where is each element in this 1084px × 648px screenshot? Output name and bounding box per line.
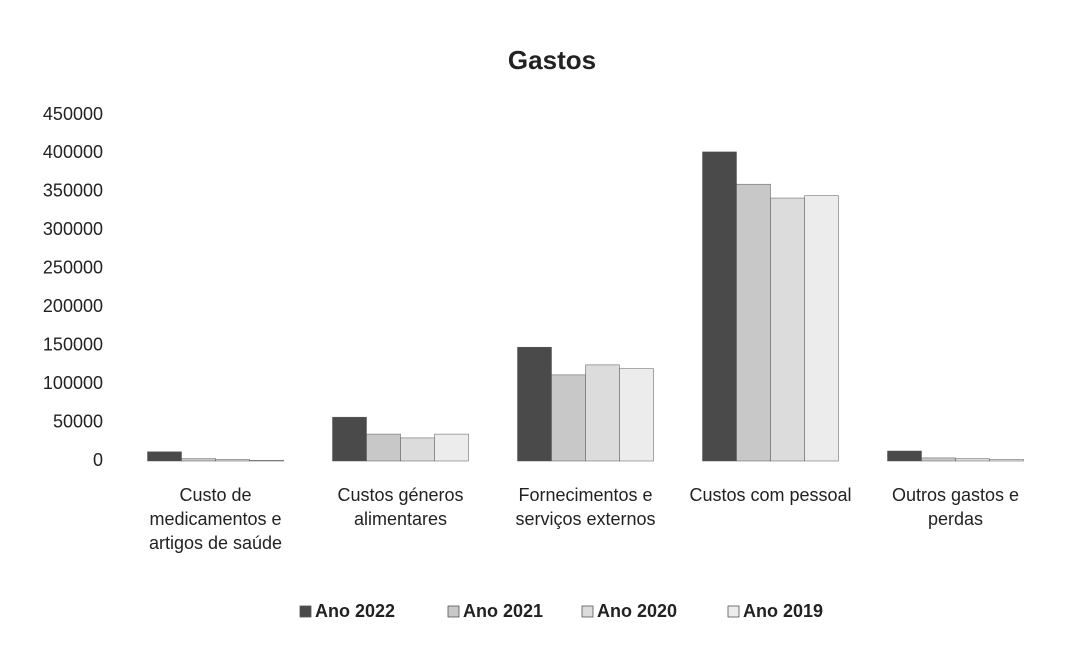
chart-title: Gastos bbox=[508, 45, 596, 75]
legend-label: Ano 2020 bbox=[597, 601, 677, 621]
y-tick-label: 0 bbox=[93, 450, 103, 470]
x-tick-label: Custo de medicamentos e artigos de saúde bbox=[148, 485, 283, 553]
x-tick-label: Outros gastos e perdas bbox=[891, 485, 1020, 529]
y-tick-label: 100000 bbox=[43, 373, 103, 393]
legend-swatch bbox=[727, 605, 740, 618]
bar bbox=[332, 416, 367, 462]
bar bbox=[215, 459, 250, 462]
y-tick-label: 200000 bbox=[43, 296, 103, 316]
y-tick-label: 300000 bbox=[43, 219, 103, 239]
bar bbox=[989, 459, 1024, 462]
legend-label: Ano 2019 bbox=[743, 601, 823, 621]
bar bbox=[619, 368, 654, 462]
legend-label: Ano 2021 bbox=[463, 601, 543, 621]
bar bbox=[551, 374, 586, 462]
bar bbox=[400, 437, 435, 462]
y-tick-label: 400000 bbox=[43, 142, 103, 162]
y-tick-label: 450000 bbox=[43, 104, 103, 124]
legend-swatch bbox=[581, 605, 594, 618]
bar bbox=[770, 197, 805, 462]
bar bbox=[736, 183, 771, 462]
bar bbox=[434, 433, 469, 462]
x-tick-label: Custos géneros alimentares bbox=[337, 485, 464, 529]
bar bbox=[249, 459, 284, 462]
legend-label: Ano 2022 bbox=[315, 601, 395, 621]
x-tick-label: Custos com pessoal bbox=[689, 485, 852, 505]
x-tick-label: Fornecimentos e serviços externos bbox=[515, 485, 656, 529]
bar bbox=[702, 151, 737, 462]
y-tick-label: 50000 bbox=[53, 411, 103, 431]
bar bbox=[366, 433, 401, 462]
bar bbox=[804, 195, 839, 462]
bar bbox=[585, 364, 620, 462]
y-tick-label: 250000 bbox=[43, 258, 103, 278]
bar bbox=[517, 346, 552, 462]
legend-swatch bbox=[299, 605, 312, 618]
bar bbox=[147, 451, 182, 462]
bar bbox=[181, 458, 216, 462]
legend-swatch bbox=[447, 605, 460, 618]
bar bbox=[887, 450, 922, 462]
bar bbox=[921, 457, 956, 462]
bar bbox=[955, 458, 990, 462]
y-tick-label: 150000 bbox=[43, 334, 103, 354]
y-tick-label: 350000 bbox=[43, 181, 103, 201]
